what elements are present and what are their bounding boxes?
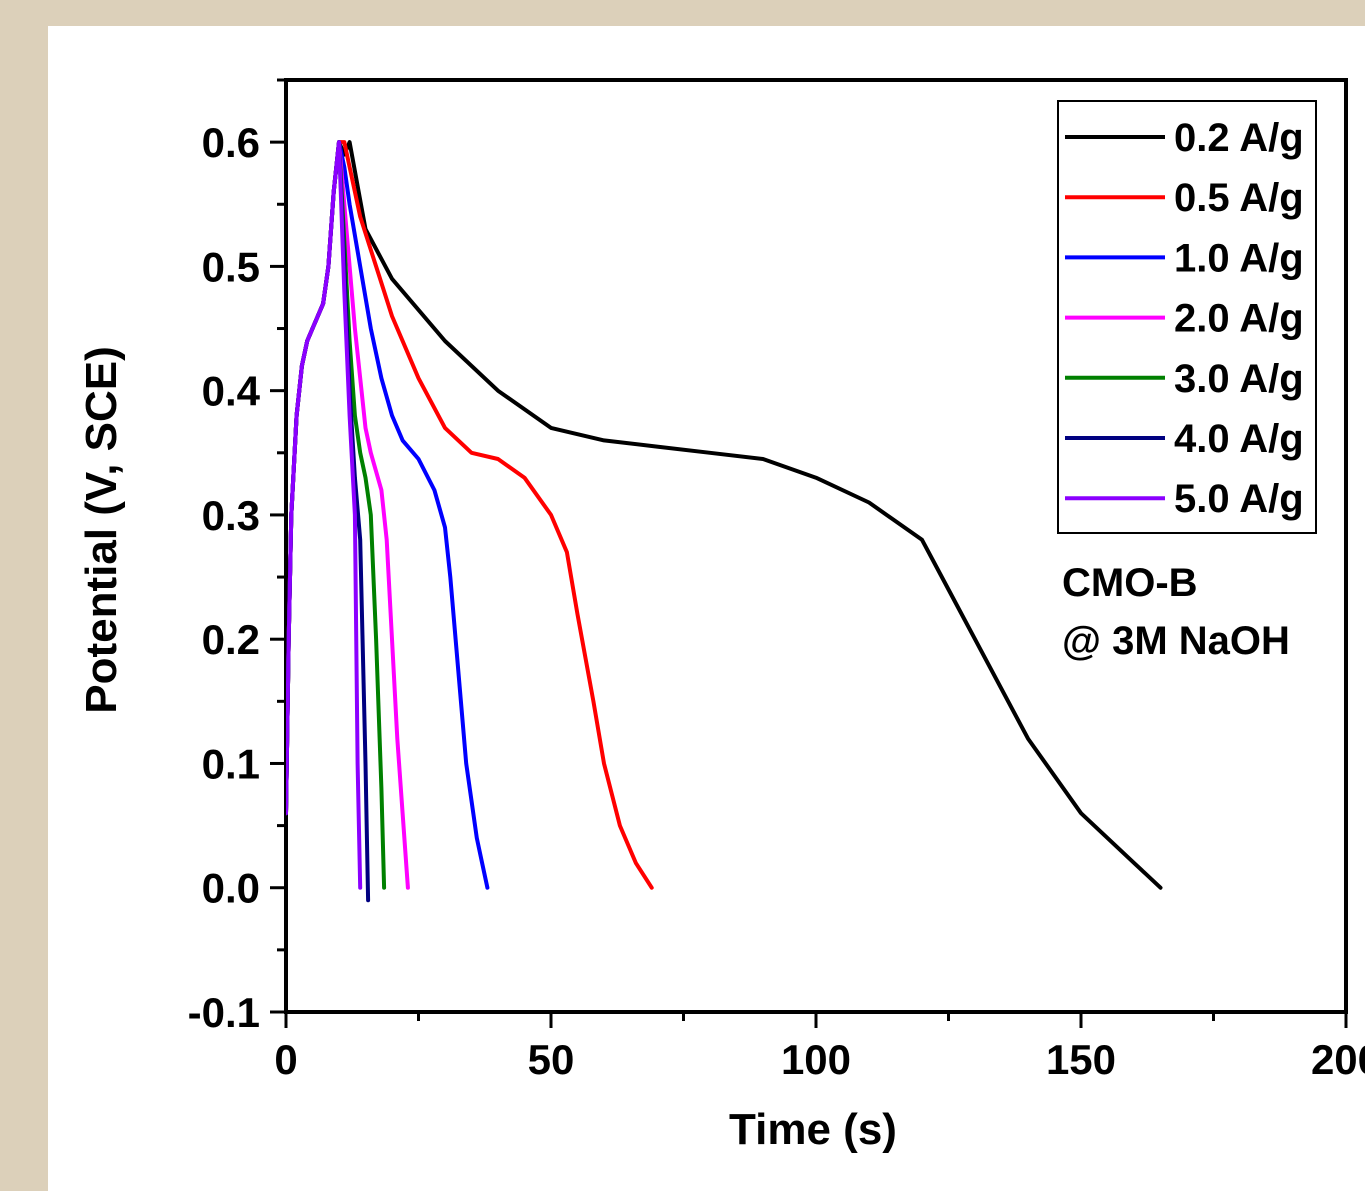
series-line-1-0-a-g — [286, 140, 490, 890]
x-tick-label: 0 — [274, 1036, 297, 1083]
x-axis-title: Time (s) — [729, 1105, 897, 1154]
y-tick-label: 0.5 — [202, 243, 260, 290]
y-tick-label: -0.1 — [188, 989, 260, 1036]
legend-label-3-0-a-g: 3.0 A/g — [1174, 357, 1304, 401]
x-tick-label: 100 — [781, 1036, 851, 1083]
legend-label-1-0-a-g: 1.0 A/g — [1174, 236, 1304, 280]
y-tick-label: 0.1 — [202, 740, 260, 787]
legend-label-4-0-a-g: 4.0 A/g — [1174, 417, 1304, 461]
annotation-line-2: @ 3M NaOH — [1062, 619, 1290, 663]
y-tick-label: 0.3 — [202, 492, 260, 539]
y-tick-label: 0.4 — [202, 368, 261, 415]
y-axis-title: Potential (V, SCE) — [77, 346, 126, 714]
legend-label-0-5-a-g: 0.5 A/g — [1174, 176, 1304, 220]
y-tick-label: 0.6 — [202, 119, 260, 166]
y-tick-label: 0.0 — [202, 865, 260, 912]
series-group — [286, 140, 1163, 903]
x-tick-label: 200 — [1311, 1036, 1365, 1083]
series-line-0-2-a-g — [286, 140, 1163, 890]
annotation: CMO-B @ 3M NaOH — [1062, 561, 1290, 663]
line-chart: 0 50 100 150 200 -0.1 0.0 0.1 0.2 0.3 0.4 0.5 0.6 0.… — [77, 78, 1365, 1154]
legend: 0.2 A/g 0.5 A/g 1.0 A/g 2.0 A/g 3.0 A/g 4.0 A… — [1057, 100, 1317, 534]
legend-label-0-2-a-g: 0.2 A/g — [1174, 116, 1304, 160]
annotation-line-1: CMO-B — [1062, 561, 1198, 605]
legend-label-5-0-a-g: 5.0 A/g — [1174, 477, 1304, 521]
x-tick-label: 150 — [1046, 1036, 1116, 1083]
series-line-3-0-a-g — [286, 140, 387, 890]
figure-panel: 0 50 100 150 200 -0.1 0.0 0.1 0.2 0.3 0.4 0.5 0.6 0.… — [48, 26, 1365, 1191]
x-tick-label: 50 — [528, 1036, 575, 1083]
series-line-5-0-a-g — [286, 140, 363, 890]
legend-label-2-0-a-g: 2.0 A/g — [1174, 297, 1304, 341]
axes: 0 50 100 150 200 -0.1 0.0 0.1 0.2 0.3 0.4 0.5 0.6 — [188, 78, 1365, 1083]
y-tick-label: 0.2 — [202, 616, 260, 663]
